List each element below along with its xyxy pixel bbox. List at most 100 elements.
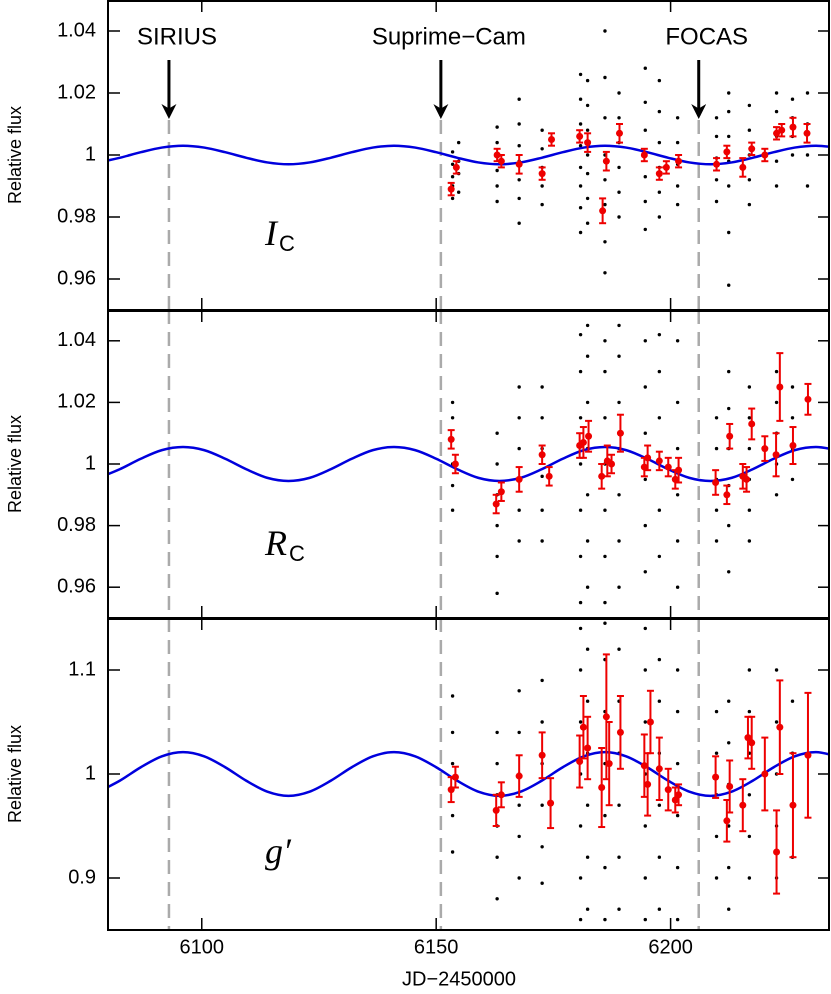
binned-point — [515, 475, 523, 483]
binned-point — [493, 151, 501, 159]
data-dot — [603, 600, 607, 605]
data-dot — [578, 184, 583, 188]
data-dot — [603, 369, 607, 374]
data-dot — [585, 907, 590, 911]
binned-point — [602, 157, 610, 165]
binned-point — [616, 429, 624, 437]
y-tick-label: 0.96 — [57, 575, 96, 597]
binned-point — [675, 466, 683, 474]
data-dot — [540, 474, 544, 479]
data-dot — [714, 834, 719, 839]
binned-point — [789, 801, 797, 809]
x-tick-label: 6150 — [414, 936, 459, 958]
data-dot — [617, 803, 621, 807]
data-dot — [643, 227, 647, 232]
data-dot — [727, 699, 731, 703]
data-dot — [714, 178, 719, 182]
data-dot — [585, 539, 590, 543]
data-dot — [747, 446, 752, 451]
data-dot — [495, 897, 499, 901]
data-dot — [790, 153, 795, 157]
data-dot — [727, 570, 731, 574]
data-dot — [617, 493, 621, 497]
data-dot — [657, 416, 662, 420]
data-dot — [714, 751, 719, 755]
data-dot — [578, 332, 583, 337]
data-dot — [675, 140, 680, 145]
data-dot — [747, 128, 752, 132]
data-dot — [578, 369, 583, 374]
data-dot — [657, 803, 662, 807]
data-dot — [727, 283, 731, 287]
data-dot — [727, 406, 731, 411]
data-dot — [675, 761, 680, 766]
data-dot — [450, 813, 455, 818]
data-dot — [603, 621, 607, 625]
data-dot — [657, 190, 662, 194]
binned-point — [739, 163, 747, 171]
data-dot — [657, 109, 662, 114]
data-dot — [714, 508, 719, 512]
data-dot — [727, 134, 731, 139]
data-dot — [585, 153, 590, 157]
binned-point — [804, 395, 812, 403]
data-dot — [774, 369, 779, 374]
data-dot — [585, 803, 590, 807]
binned-point — [545, 472, 553, 480]
data-dot — [585, 323, 590, 328]
data-dot — [774, 400, 779, 405]
data-dot — [585, 400, 590, 405]
binned-point — [538, 170, 546, 178]
binned-point — [579, 438, 587, 446]
y-axis-label: Relative flux — [5, 106, 25, 204]
y-tick-label: 0.96 — [57, 267, 96, 289]
data-dot — [578, 626, 583, 631]
data-dot — [603, 554, 607, 559]
data-dot — [675, 539, 680, 543]
data-dot — [774, 109, 779, 114]
data-dot — [585, 585, 590, 589]
binned-point — [723, 817, 731, 825]
data-dot — [578, 720, 583, 724]
binned-point — [655, 457, 663, 465]
data-dot — [747, 709, 752, 714]
x-axis-label: JD−2450000 — [402, 968, 516, 990]
binned-point — [538, 751, 546, 759]
binned-point — [773, 129, 781, 137]
y-tick-label: 0.9 — [68, 866, 96, 888]
data-dot — [714, 876, 719, 880]
data-dot — [643, 199, 647, 204]
data-dot — [450, 196, 455, 201]
data-dot — [727, 907, 731, 911]
data-dot — [540, 416, 544, 420]
binned-point — [576, 758, 584, 766]
data-dot — [450, 730, 455, 735]
data-dot — [617, 323, 621, 328]
data-dot — [450, 400, 455, 405]
data-dot — [617, 539, 621, 543]
data-dot — [714, 709, 719, 714]
data-dot — [675, 202, 680, 207]
data-dot — [747, 834, 752, 839]
data-dot — [495, 431, 499, 435]
data-dot — [450, 175, 455, 179]
data-dot — [450, 162, 455, 166]
data-dot — [774, 493, 779, 497]
data-dot — [578, 416, 583, 420]
data-dot — [617, 165, 621, 170]
data-dot — [603, 271, 607, 275]
data-dot — [747, 103, 752, 108]
y-tick-label: 1 — [85, 452, 96, 474]
binned-point — [723, 491, 731, 499]
data-dot — [714, 199, 719, 204]
data-dot — [727, 523, 731, 528]
band-label: RC — [264, 523, 305, 566]
data-dot — [643, 66, 647, 70]
binned-point — [602, 713, 610, 721]
data-dot — [617, 400, 621, 405]
binned-point — [515, 160, 523, 168]
data-dot — [517, 446, 521, 451]
binned-point — [671, 796, 679, 804]
data-dot — [774, 668, 779, 672]
data-dot — [675, 493, 680, 497]
